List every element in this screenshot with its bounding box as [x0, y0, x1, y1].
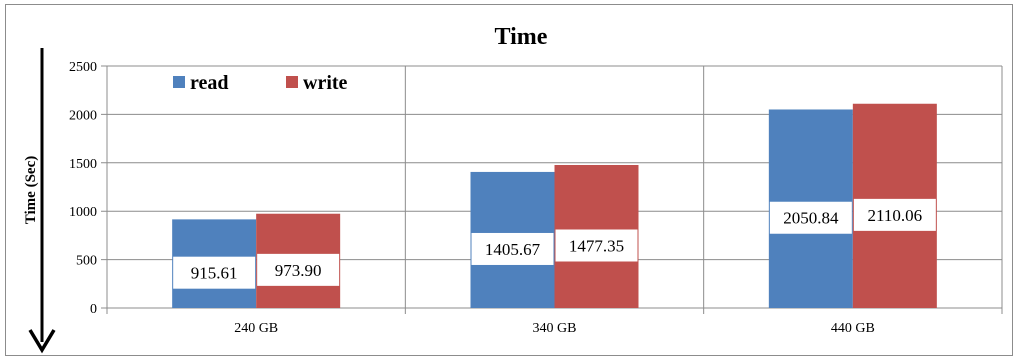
- data-label-box: [555, 229, 638, 262]
- legend-label-write: write: [303, 72, 348, 94]
- data-label-write-1: 1477.35: [569, 236, 624, 255]
- x-tick-label: 340 GB: [533, 321, 577, 336]
- legend-label-read: read: [190, 72, 229, 94]
- y-tick-label: 2000: [69, 108, 97, 123]
- y-tick-label: 500: [76, 254, 97, 269]
- data-label-read-0: 915.61: [191, 264, 238, 283]
- data-label-read-1: 1405.67: [485, 240, 541, 259]
- data-label-box: [257, 253, 340, 286]
- data-label-write-0: 973.90: [275, 261, 322, 280]
- data-label-box: [769, 201, 852, 234]
- legend: read write: [173, 72, 348, 94]
- y-axis-label: Time (Sec): [23, 156, 39, 224]
- y-axis-label-group: Time (Sec): [23, 156, 39, 224]
- chart-title: Time: [495, 24, 548, 50]
- x-tick-label: 240 GB: [234, 321, 278, 336]
- y-tick-label: 0: [90, 302, 97, 317]
- y-tick-label: 2500: [69, 60, 97, 75]
- data-label-box: [853, 198, 936, 231]
- data-label-box: [471, 232, 554, 265]
- data-label-box: [173, 256, 256, 289]
- data-label-read-2: 2050.84: [783, 209, 839, 228]
- y-tick-label: 1000: [69, 205, 97, 220]
- y-tick-label: 1500: [69, 157, 97, 172]
- x-tick-label: 440 GB: [831, 321, 875, 336]
- data-label-write-2: 2110.06: [868, 206, 923, 225]
- tick-layer: 0 500 1000 1500 2000 2500 240 GB 340 GB 440 GB: [69, 60, 875, 336]
- data-label-layer: 915.61 973.90 1405.67 1477.35 2050.84 2110.06: [173, 198, 936, 289]
- legend-swatch-write: [286, 76, 298, 88]
- y-axis-arrow: [28, 48, 56, 354]
- legend-swatch-read: [173, 76, 185, 88]
